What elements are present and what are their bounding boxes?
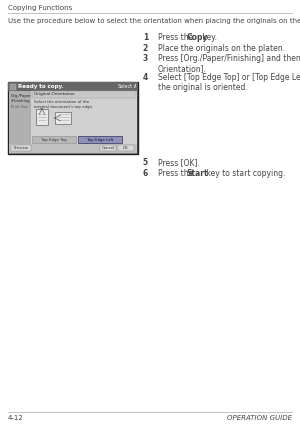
Text: Press the: Press the bbox=[158, 169, 196, 178]
Text: Copy: Copy bbox=[187, 33, 208, 42]
Text: Original Orientation: Original Orientation bbox=[34, 92, 75, 96]
Text: Preview: Preview bbox=[14, 146, 28, 150]
Text: 4-12: 4-12 bbox=[8, 415, 24, 421]
Text: Print Size: Print Size bbox=[11, 105, 28, 109]
Text: Press [OK].: Press [OK]. bbox=[158, 158, 200, 167]
Bar bbox=[11, 145, 31, 151]
Bar bbox=[9, 91, 137, 144]
Bar bbox=[32, 91, 136, 98]
Text: Cancel: Cancel bbox=[101, 146, 115, 150]
Text: OK: OK bbox=[123, 146, 129, 150]
Text: 1: 1 bbox=[143, 33, 148, 42]
Text: Select the orientation of the
original document's top edge.: Select the orientation of the original d… bbox=[34, 100, 93, 109]
Text: 6: 6 bbox=[143, 169, 148, 178]
Text: Copying Functions: Copying Functions bbox=[8, 5, 72, 11]
Bar bbox=[9, 144, 137, 153]
Bar bbox=[55, 112, 71, 124]
Text: Press [Org./Paper/Finishing] and then [Original
Orientation].: Press [Org./Paper/Finishing] and then [O… bbox=[158, 54, 300, 74]
Text: Start: Start bbox=[187, 169, 208, 178]
Bar bbox=[9, 153, 137, 154]
Bar bbox=[118, 145, 134, 151]
Bar bbox=[36, 109, 48, 125]
Text: key to start copying.: key to start copying. bbox=[204, 169, 285, 178]
Text: i: i bbox=[134, 83, 136, 88]
Text: 5: 5 bbox=[143, 158, 148, 167]
Bar bbox=[100, 145, 116, 151]
Text: Top Edge Top: Top Edge Top bbox=[41, 138, 67, 142]
Bar bbox=[10, 83, 16, 90]
Text: key.: key. bbox=[200, 33, 218, 42]
Bar bbox=[32, 136, 76, 143]
Text: Select: Select bbox=[118, 83, 133, 88]
Bar bbox=[8, 82, 138, 154]
Text: Org./Paper
/Finishing: Org./Paper /Finishing bbox=[11, 94, 32, 102]
Text: Select [Top Edge Top] or [Top Edge Left] as the way
the original is oriented.: Select [Top Edge Top] or [Top Edge Left]… bbox=[158, 73, 300, 92]
Text: 2: 2 bbox=[143, 44, 148, 53]
Text: 3: 3 bbox=[143, 54, 148, 63]
Bar bbox=[9, 91, 31, 144]
Text: OPERATION GUIDE: OPERATION GUIDE bbox=[227, 415, 292, 421]
Text: Top Edge Left: Top Edge Left bbox=[87, 138, 113, 142]
Text: 4: 4 bbox=[143, 73, 148, 82]
Bar bbox=[8, 82, 138, 91]
Text: Ready to copy.: Ready to copy. bbox=[18, 83, 64, 88]
Text: Use the procedure below to select the orientation when placing the originals on : Use the procedure below to select the or… bbox=[8, 18, 300, 24]
Text: Press the: Press the bbox=[158, 33, 196, 42]
Bar bbox=[78, 136, 122, 143]
Text: Place the originals on the platen.: Place the originals on the platen. bbox=[158, 44, 285, 53]
